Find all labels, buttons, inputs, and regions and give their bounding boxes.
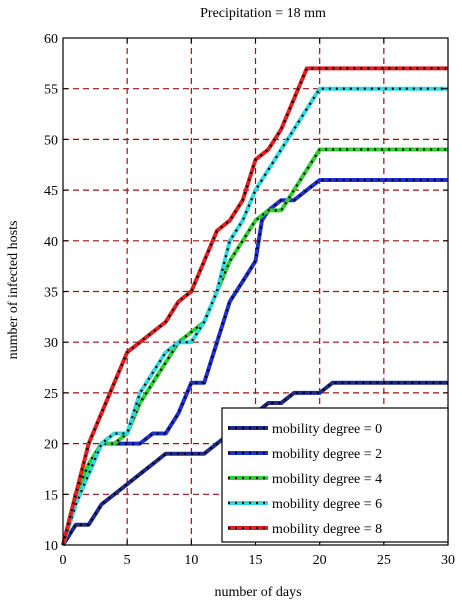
y-tick-label: 45 — [44, 184, 58, 199]
y-tick-label: 50 — [44, 133, 58, 148]
legend-entry: mobility degree = 2 — [228, 447, 382, 462]
x-tick-label: 15 — [249, 553, 263, 568]
y-tick-label: 10 — [44, 539, 58, 554]
legend-label: mobility degree = 8 — [272, 522, 382, 537]
y-tick-label: 55 — [44, 83, 58, 98]
legend-entry: mobility degree = 4 — [228, 472, 382, 487]
chart-title: Precipitation = 18 mm — [200, 6, 326, 21]
series-4 — [61, 66, 448, 546]
legend: mobility degree = 0 mobility degree = 2 mo… — [221, 407, 449, 543]
legend-label: mobility degree = 6 — [272, 497, 382, 512]
y-tick-label: 15 — [44, 488, 58, 503]
legend-label: mobility degree = 0 — [272, 422, 382, 437]
series-layer — [61, 66, 448, 547]
x-tick-label: 0 — [60, 553, 67, 568]
series-3 — [61, 86, 448, 546]
legend-label: mobility degree = 2 — [272, 447, 382, 462]
x-axis-label: number of days — [214, 585, 301, 600]
series-line — [61, 86, 448, 546]
x-tick-label: 25 — [377, 553, 391, 568]
series-line-dash — [61, 148, 448, 546]
y-tick-label: 25 — [44, 387, 58, 402]
axis-ticks: 0 5 10 15 20 25 30 10 15 20 25 30 35 40 45 50 55 60 — [44, 32, 455, 568]
x-tick-label: 5 — [124, 553, 131, 568]
y-tick-label: 35 — [44, 286, 58, 301]
legend-box — [221, 407, 449, 543]
legend-entry: mobility degree = 0 — [228, 422, 382, 437]
y-axis-label: number of infected hosts — [6, 221, 21, 360]
legend-entry: mobility degree = 6 — [228, 497, 382, 512]
legend-label: mobility degree = 4 — [272, 472, 382, 487]
y-tick-label: 40 — [44, 235, 58, 250]
series-line-dash — [61, 67, 448, 546]
legend-entry: mobility degree = 8 — [228, 522, 382, 537]
y-tick-label: 60 — [44, 32, 58, 47]
x-tick-label: 10 — [184, 553, 198, 568]
x-tick-label: 30 — [441, 553, 455, 568]
x-tick-label: 20 — [313, 553, 327, 568]
y-tick-label: 30 — [44, 336, 58, 351]
y-tick-label: 20 — [44, 438, 58, 453]
